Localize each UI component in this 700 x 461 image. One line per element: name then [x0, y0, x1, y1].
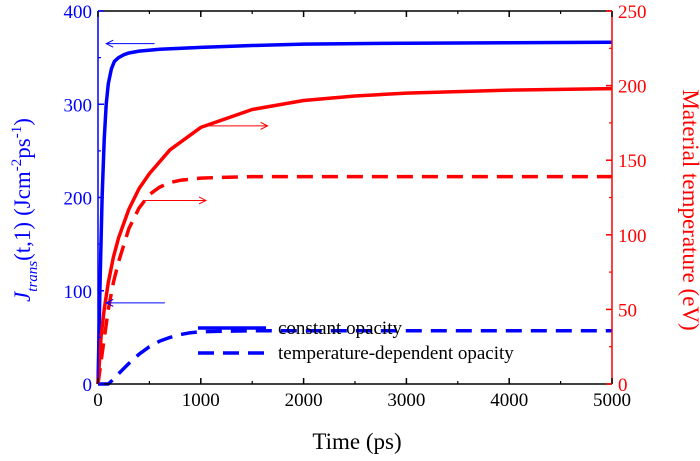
legend-label-dashed: temperature-dependent opacity	[278, 343, 514, 364]
left-y-tick-label: 0	[83, 375, 93, 396]
x-tick-label: 3000	[387, 390, 425, 411]
right-axis-title: Material temperature (eV)	[678, 89, 700, 330]
x-tick-label: 5000	[593, 390, 631, 411]
series-line-right-solid	[96, 86, 613, 385]
tick-layer: 0 1000 2000 3000 4000 50000100200300400050100…	[64, 2, 647, 411]
left-axis-args: (t,1)	[10, 222, 35, 261]
annotation-arrow-2	[205, 121, 269, 130]
arrow-head	[260, 121, 269, 130]
left-y-tick-label: 100	[64, 282, 93, 303]
annotation-arrow-1	[105, 39, 155, 48]
left-axis-unit-exp1: -2	[9, 159, 25, 172]
left-axis-unit-suffix: )	[10, 118, 35, 126]
right-y-tick-label: 0	[618, 375, 628, 396]
right-y-tick-label: 200	[618, 77, 647, 98]
series-line-left-dashed	[98, 329, 612, 386]
annotation-arrow-3	[144, 196, 208, 205]
right-y-tick-label: 100	[618, 226, 647, 247]
plot-area	[96, 39, 613, 386]
series-line-left-solid	[96, 40, 613, 385]
left-axis-unit-mid: ps	[10, 138, 35, 159]
right-y-tick-label: 50	[618, 300, 637, 321]
legend-label-solid: constant opacity	[278, 318, 402, 339]
left-axis-unit-prefix: (Jcm	[10, 171, 35, 216]
left-axis-subscript: trans	[25, 261, 41, 292]
x-tick-label: 0	[93, 390, 103, 411]
arrow-head	[105, 298, 114, 307]
legend: constant opacity temperature-dependent op…	[198, 318, 514, 364]
arrow-head	[105, 39, 114, 48]
annotation-arrow-4	[105, 298, 165, 307]
left-y-tick-label: 300	[64, 95, 93, 116]
left-axis-unit-exp2: -1	[9, 126, 25, 139]
left-y-tick-label: 200	[64, 189, 93, 210]
right-y-tick-label: 150	[618, 151, 647, 172]
right-y-tick-label: 250	[618, 2, 647, 23]
x-tick-label: 4000	[490, 390, 528, 411]
left-axis-title: Jtrans(t,1) (Jcm-2ps-1)	[9, 118, 41, 302]
x-tick-label: 2000	[285, 390, 323, 411]
x-axis-title: Time (ps)	[312, 429, 401, 454]
left-axis-symbol: J	[10, 290, 35, 302]
arrow-head	[198, 196, 208, 205]
x-tick-label: 1000	[182, 390, 220, 411]
left-y-tick-label: 400	[64, 2, 93, 23]
